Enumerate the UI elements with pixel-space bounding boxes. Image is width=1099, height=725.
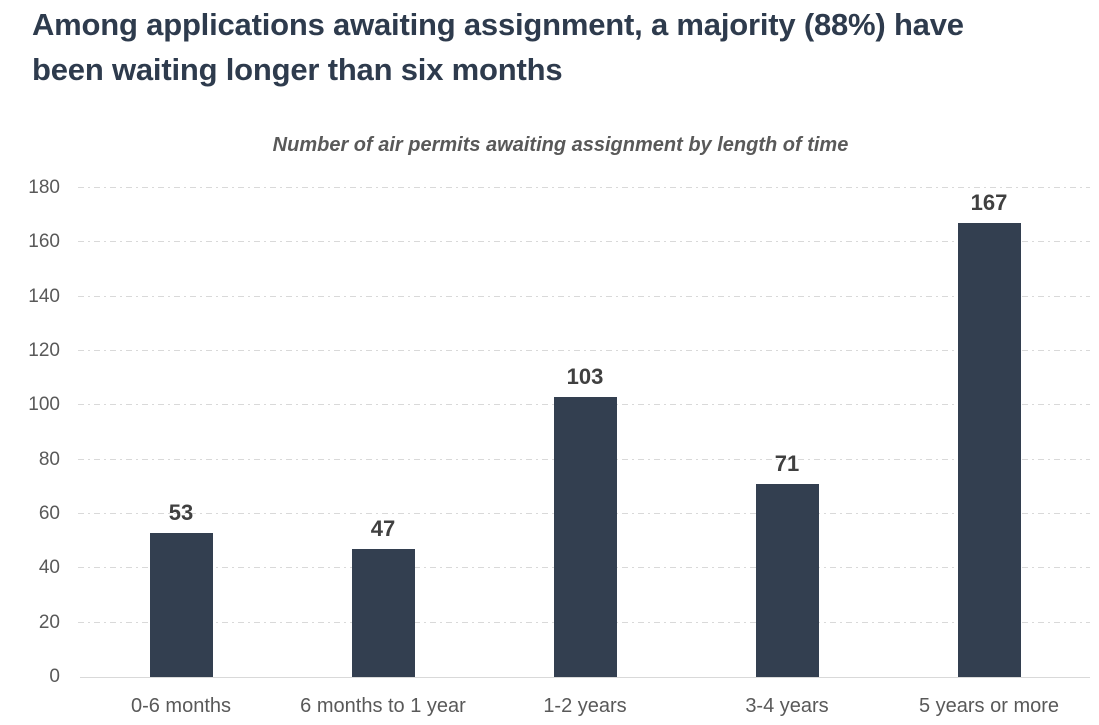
y-axis-tick-label: 160 — [28, 231, 60, 253]
plot-area: 53 47 103 71 167 — [78, 187, 1090, 678]
y-axis-tick-label: 180 — [28, 177, 60, 198]
bar — [149, 533, 213, 677]
x-axis-label: 5 years or more — [918, 695, 1060, 717]
gridline — [78, 295, 1090, 297]
y-axis-tick-label: 120 — [28, 340, 60, 361]
bar-value-label: 53 — [168, 500, 194, 526]
y-axis-tick-label: 0 — [49, 666, 60, 687]
x-axis-label: 6 months to 1 year — [300, 695, 466, 717]
x-axis-label: 1-2 years — [543, 695, 627, 717]
chart-subtitle: Number of air permits awaiting assignmen… — [272, 134, 849, 156]
y-axis-tick-label: 140 — [28, 285, 60, 307]
bar-value-label: 71 — [774, 451, 800, 477]
x-axis-label: 3-4 years — [745, 695, 829, 717]
bar — [351, 549, 415, 677]
bar-value-label: 103 — [566, 364, 604, 390]
gridline — [78, 241, 1090, 243]
bar — [755, 484, 819, 677]
bar — [553, 397, 617, 677]
y-axis-tick-label: 80 — [38, 448, 60, 470]
y-axis-tick-label: 20 — [38, 611, 60, 633]
gridline — [78, 187, 1090, 188]
y-axis-tick-label: 100 — [28, 394, 60, 416]
page-title: Among applications awaiting assignment, … — [32, 7, 964, 87]
y-axis-tick-label: 40 — [38, 557, 60, 579]
x-axis-label: 0-6 months — [130, 695, 232, 717]
bar — [957, 223, 1021, 677]
gridline — [78, 350, 1090, 351]
bar-value-label: 167 — [970, 190, 1008, 216]
bar-value-label: 47 — [370, 516, 396, 542]
y-axis-tick-label: 60 — [38, 503, 60, 524]
